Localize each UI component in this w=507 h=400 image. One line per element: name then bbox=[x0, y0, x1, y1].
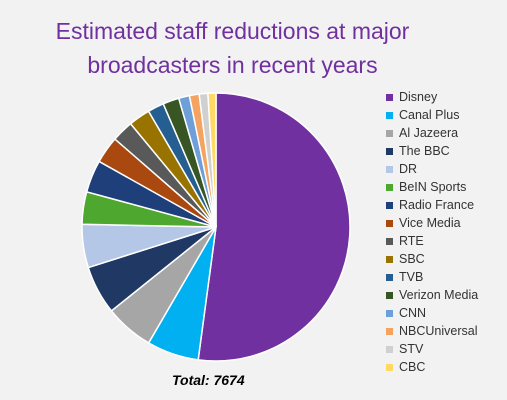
legend-label: Canal Plus bbox=[399, 108, 460, 122]
legend-label: DR bbox=[399, 162, 418, 176]
pie-slice-disney bbox=[197, 92, 351, 362]
chart-title: Estimated staff reductions at major broa… bbox=[0, 14, 465, 82]
legend-swatch bbox=[386, 345, 393, 353]
legend-item-vice-media: Vice Media bbox=[386, 214, 478, 232]
legend-swatch bbox=[386, 309, 393, 317]
legend-item-radio-france: Radio France bbox=[386, 196, 478, 214]
legend-label: NBCUniversal bbox=[399, 324, 478, 338]
legend-item-dr: DR bbox=[386, 160, 478, 178]
legend-label: Radio France bbox=[399, 198, 475, 212]
legend-swatch bbox=[386, 327, 393, 335]
legend-swatch bbox=[386, 219, 393, 227]
pie-slice-cbc bbox=[207, 92, 217, 228]
legend-item-canal-plus: Canal Plus bbox=[386, 106, 478, 124]
legend-item-tvb: TVB bbox=[386, 268, 478, 286]
legend-label: SBC bbox=[399, 252, 425, 266]
legend-swatch bbox=[386, 111, 393, 119]
legend-swatch bbox=[386, 93, 393, 101]
chart-title-line-1: Estimated staff reductions at major bbox=[55, 18, 410, 44]
legend-swatch bbox=[386, 363, 393, 371]
legend-item-the-bbc: The BBC bbox=[386, 142, 478, 160]
legend-swatch bbox=[386, 147, 393, 155]
legend-swatch bbox=[386, 273, 393, 281]
legend-item-cbc: CBC bbox=[386, 358, 478, 376]
legend-label: CNN bbox=[399, 306, 427, 320]
legend-label: STV bbox=[399, 342, 424, 356]
legend-label: Al Jazeera bbox=[399, 126, 459, 140]
legend-label: BeIN Sports bbox=[399, 180, 467, 194]
legend-swatch bbox=[386, 129, 393, 137]
legend-swatch bbox=[386, 201, 393, 209]
legend-item-al-jazeera: Al Jazeera bbox=[386, 124, 478, 142]
legend-item-bein-sports: BeIN Sports bbox=[386, 178, 478, 196]
legend-label: TVB bbox=[399, 270, 424, 284]
legend-label: Disney bbox=[399, 90, 438, 104]
legend-label: Verizon Media bbox=[399, 288, 479, 302]
legend-swatch bbox=[386, 255, 393, 263]
chart-legend: Disney Canal Plus Al Jazeera The BBC DR BeIN … bbox=[386, 88, 478, 376]
legend-item-rte: RTE bbox=[386, 232, 478, 250]
legend-label: RTE bbox=[399, 234, 424, 248]
legend-swatch bbox=[386, 165, 393, 173]
legend-swatch bbox=[386, 183, 393, 191]
legend-label: Vice Media bbox=[399, 216, 461, 230]
legend-item-cnn: CNN bbox=[386, 304, 478, 322]
legend-item-sbc: SBC bbox=[386, 250, 478, 268]
legend-label: The BBC bbox=[399, 144, 450, 158]
chart-title-line-2: broadcasters in recent years bbox=[87, 52, 378, 78]
legend-item-verizon-media: Verizon Media bbox=[386, 286, 478, 304]
legend-swatch bbox=[386, 291, 393, 299]
legend-item-stv: STV bbox=[386, 340, 478, 358]
legend-swatch bbox=[386, 237, 393, 245]
legend-item-nbcuniversal: NBCUniversal bbox=[386, 322, 478, 340]
legend-label: CBC bbox=[399, 360, 426, 374]
legend-item-disney: Disney bbox=[386, 88, 478, 106]
total-label: Total: 7674 bbox=[172, 372, 245, 388]
